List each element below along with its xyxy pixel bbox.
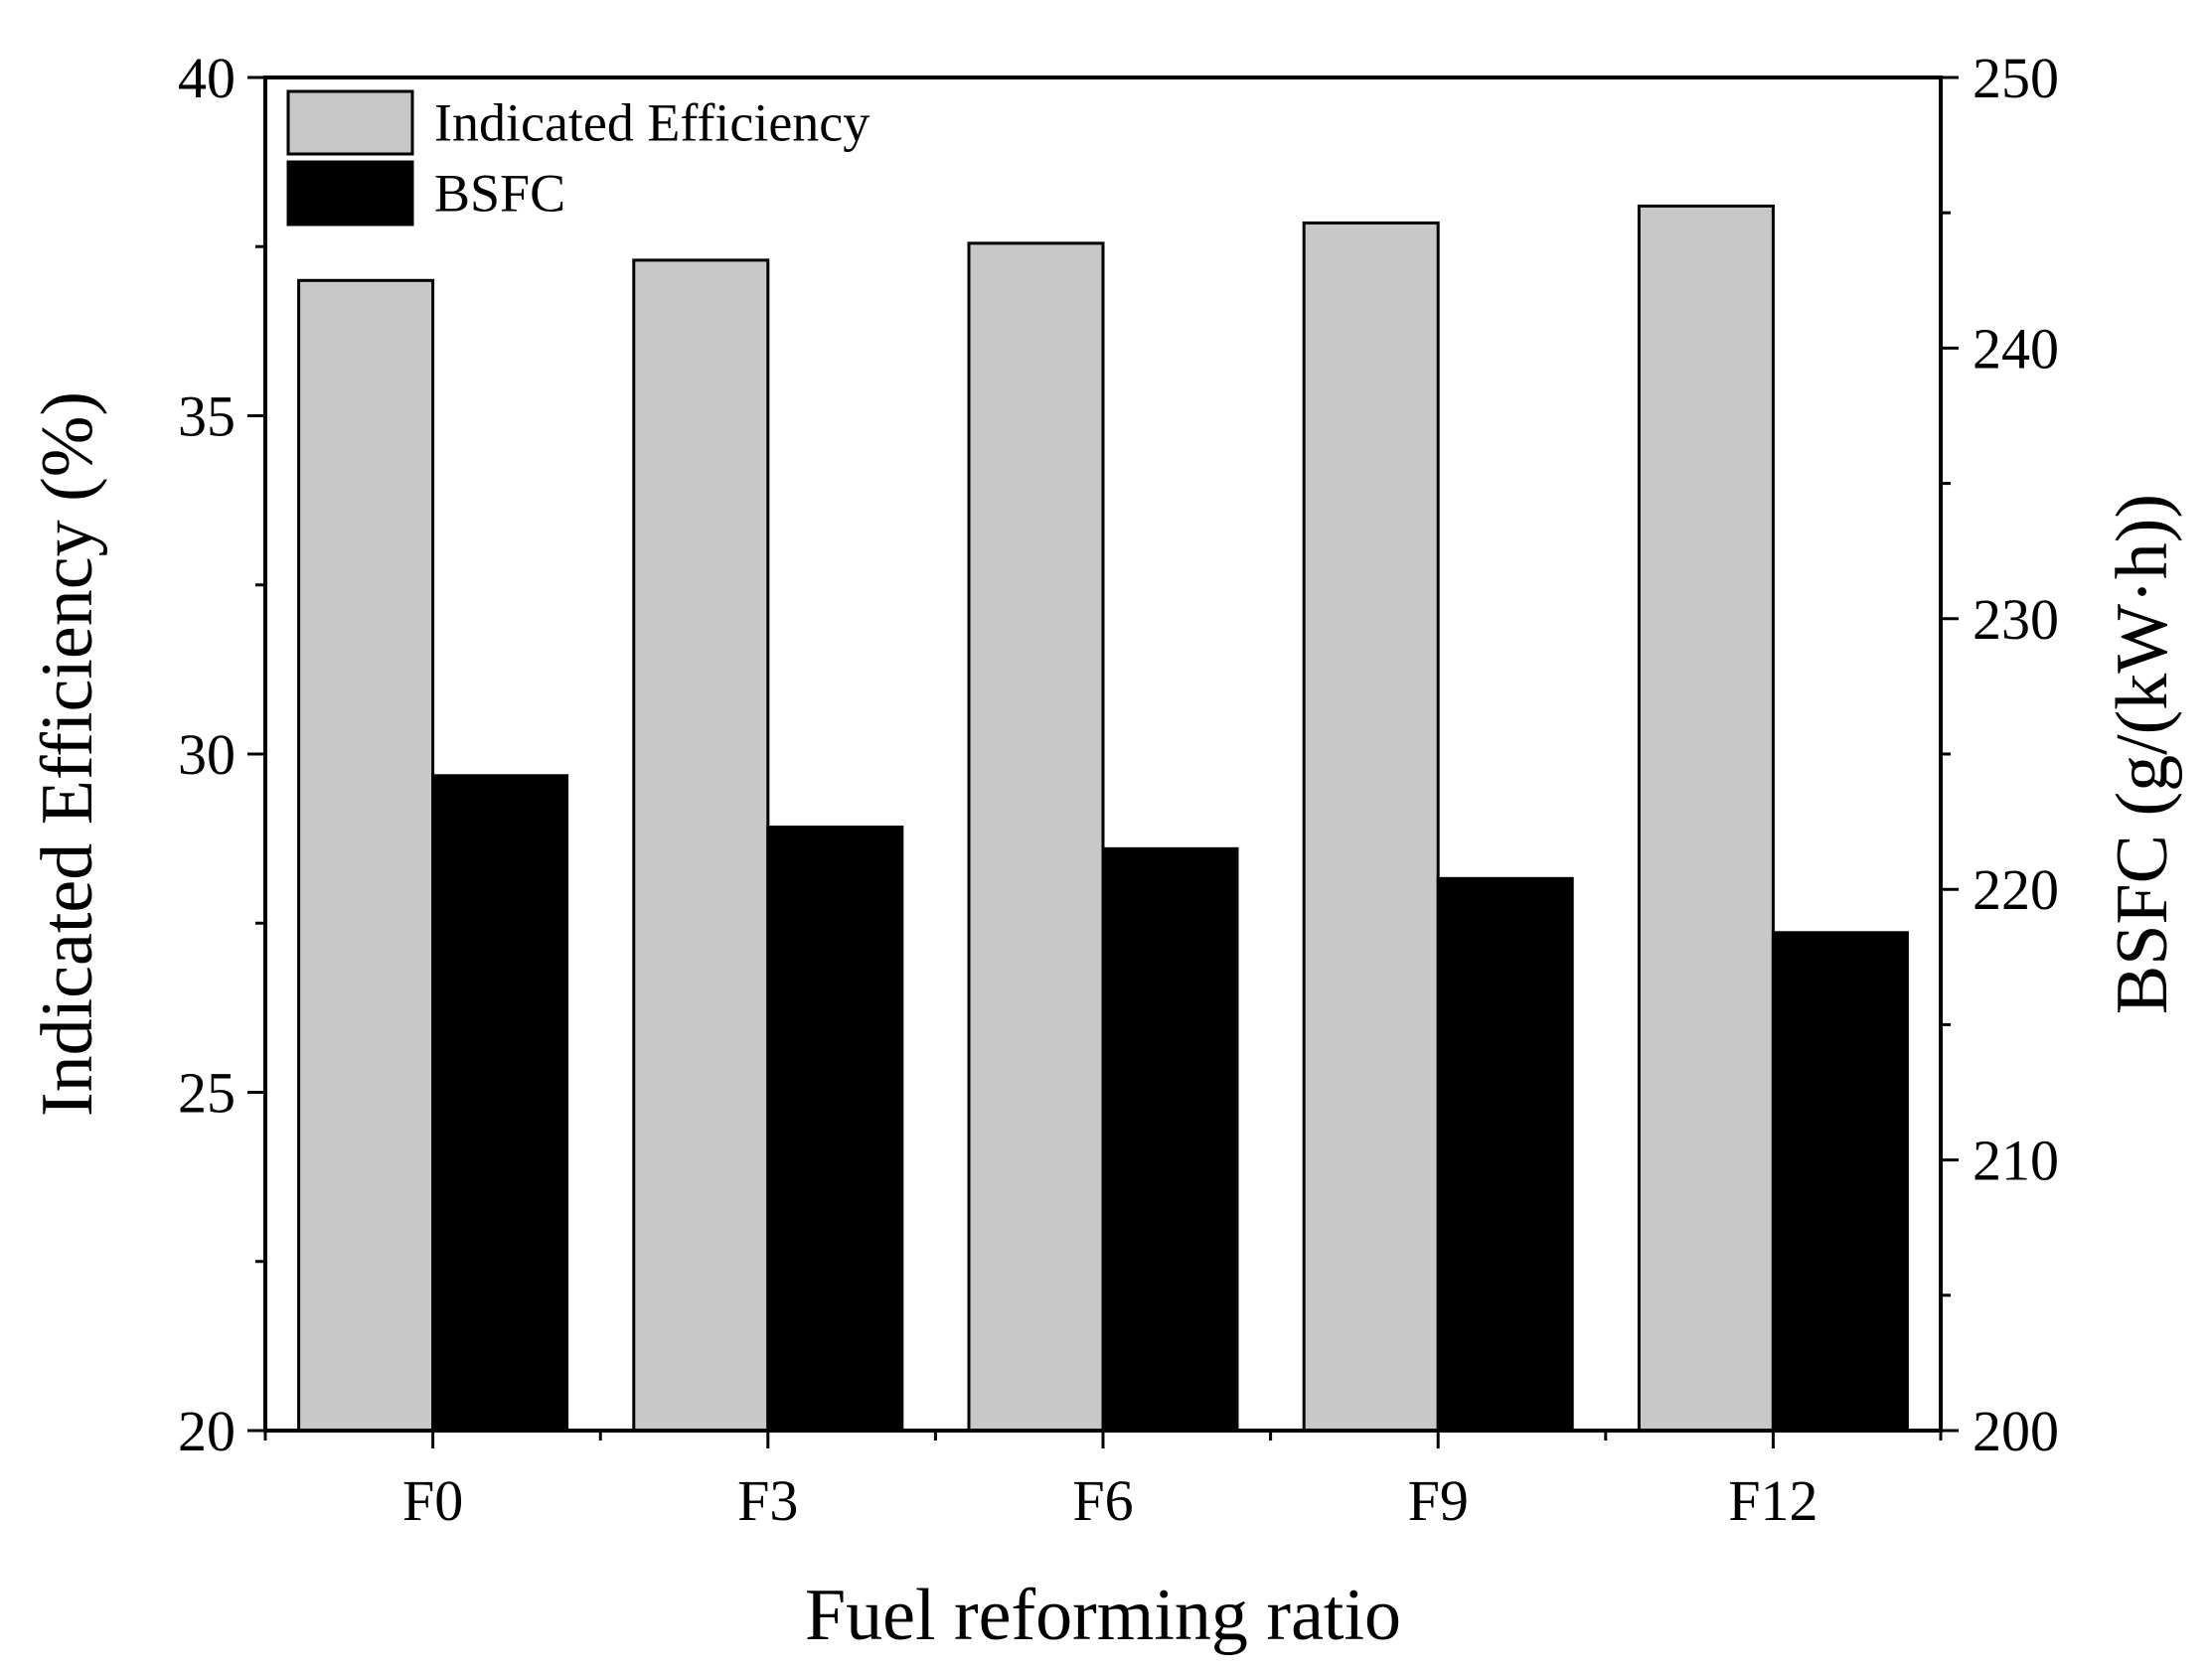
- bars-layer: [297, 204, 1909, 1433]
- y-tick-label: 25: [178, 1061, 236, 1126]
- y2-tick-label: 220: [1973, 857, 2059, 922]
- bar-indicated-efficiency-f3: [632, 258, 770, 1433]
- y-tick-label: 35: [178, 384, 236, 449]
- legend-label-bsfc: BSFC: [434, 164, 565, 224]
- bar-bsfc-f6: [1101, 846, 1239, 1433]
- bar-indicated-efficiency-f9: [1302, 221, 1440, 1433]
- bar-bsfc-f3: [766, 826, 904, 1433]
- bar-bsfc-f0: [431, 774, 569, 1433]
- y2-tick-label: 250: [1973, 46, 2059, 110]
- legend-label-indicated-efficiency: Indicated Efficiency: [434, 93, 869, 153]
- bar-indicated-efficiency-f12: [1637, 204, 1775, 1433]
- legend-swatch-indicated-efficiency: [286, 89, 414, 156]
- bar-indicated-efficiency-f0: [297, 278, 435, 1433]
- y2-tick-label: 200: [1973, 1399, 2059, 1463]
- y-axis-title: Indicated Efficiency (%): [27, 391, 108, 1117]
- y2-axis-title: BSFC (g/(kW·h)): [2102, 494, 2183, 1014]
- y2-tick-label: 240: [1973, 316, 2059, 380]
- y-tick-label: 30: [178, 722, 236, 787]
- ticks-layer: 20 25 30 35 40 200 210 220 230 240 250 F0 F3 F6 F9 F12: [178, 46, 2059, 1533]
- legend: Indicated Efficiency BSFC: [286, 89, 869, 227]
- bar-bsfc-f12: [1771, 931, 1909, 1433]
- bar-indicated-efficiency-f6: [967, 241, 1105, 1433]
- x-tick-label: F3: [737, 1468, 798, 1533]
- x-tick-label: F9: [1408, 1468, 1469, 1533]
- y-tick-label: 20: [178, 1399, 236, 1463]
- legend-swatch-bsfc: [286, 160, 414, 227]
- x-tick-label: F6: [1072, 1468, 1133, 1533]
- y2-tick-label: 230: [1973, 587, 2059, 652]
- x-axis-title: Fuel reforming ratio: [805, 1575, 1401, 1656]
- y-tick-label: 40: [178, 46, 236, 110]
- y2-tick-label: 210: [1973, 1129, 2059, 1193]
- x-tick-label: F12: [1728, 1468, 1817, 1533]
- x-tick-label: F0: [402, 1468, 463, 1533]
- bar-bsfc-f9: [1436, 876, 1574, 1433]
